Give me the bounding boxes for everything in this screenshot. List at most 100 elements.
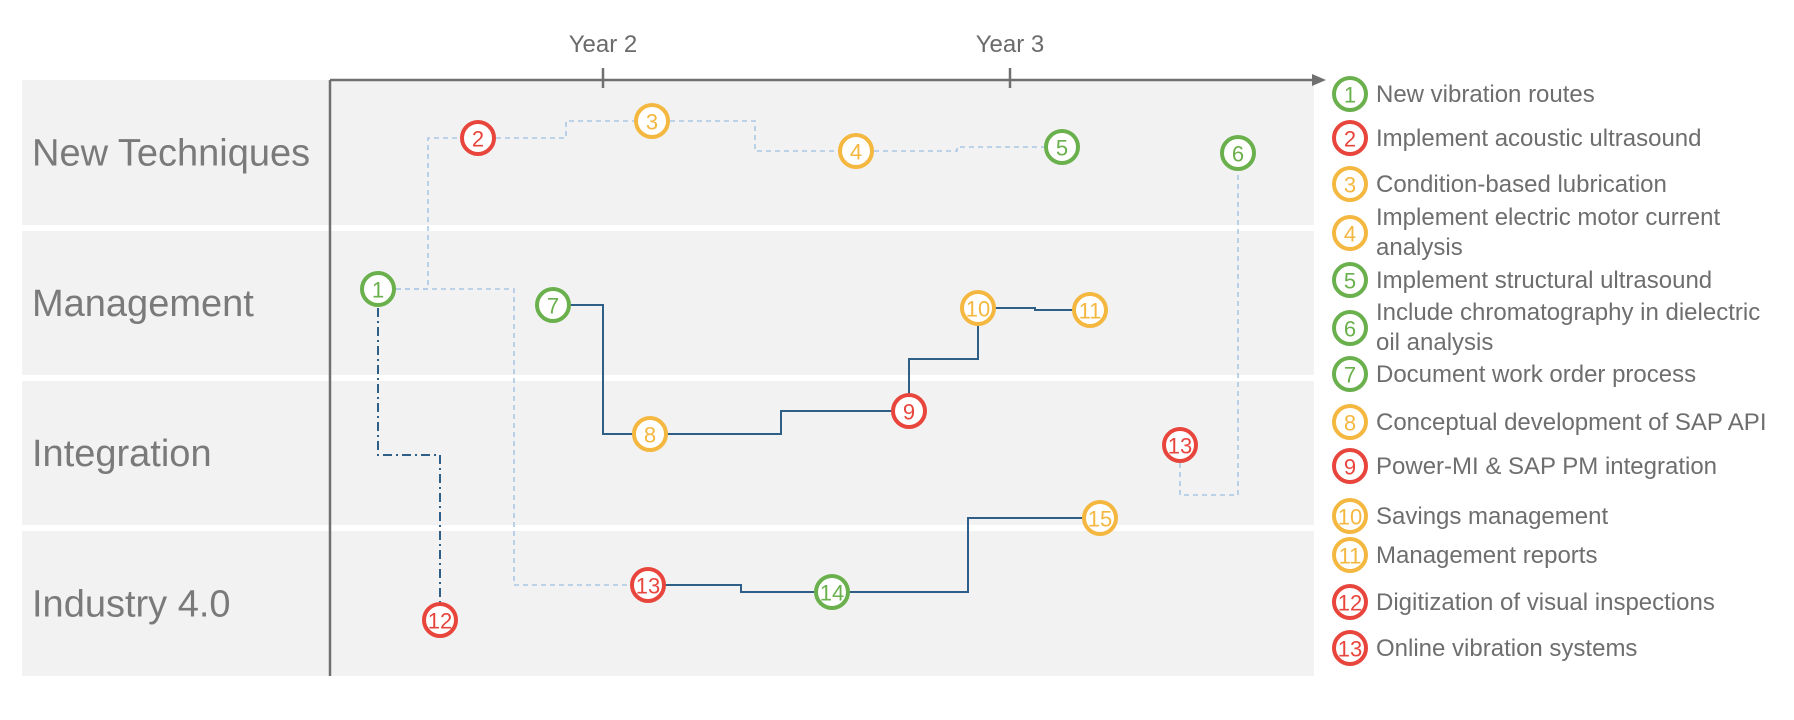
legend-badge-4: 4 <box>1332 215 1368 251</box>
milestone-n4: 4 <box>838 133 874 169</box>
edge-7-to-8 <box>553 304 650 435</box>
node-number: 7 <box>547 294 559 319</box>
node-number: 6 <box>1344 317 1356 342</box>
node-number: 2 <box>472 127 484 152</box>
green-circle-icon <box>1332 262 1368 298</box>
legend-badge-7: 7 <box>1332 356 1368 392</box>
yellow-circle-icon <box>1082 500 1118 536</box>
node-number: 13 <box>1338 637 1362 662</box>
yellow-circle-icon <box>1332 498 1368 534</box>
yellow-circle-icon <box>632 416 668 452</box>
edge-1-to-2 <box>378 137 478 290</box>
green-circle-icon <box>1332 310 1368 346</box>
legend-badge-3: 3 <box>1332 166 1368 202</box>
legend-label: Implement acoustic ultrasound <box>1376 125 1702 152</box>
connectors <box>377 120 1239 620</box>
milestone-n3: 3 <box>634 103 670 139</box>
red-circle-icon <box>460 120 496 156</box>
node-number: 11 <box>1339 544 1362 569</box>
green-circle-icon <box>360 271 396 307</box>
red-circle-icon <box>1332 448 1368 484</box>
green-circle-icon <box>814 574 850 610</box>
node-number: 2 <box>1344 127 1356 152</box>
node-number: 15 <box>1088 507 1112 532</box>
yellow-circle-icon <box>960 290 996 326</box>
legend-label: Conceptual development of SAP API <box>1376 409 1766 436</box>
node-number: 3 <box>646 110 658 135</box>
edge-8-to-9 <box>650 410 909 435</box>
legend-badge-9: 9 <box>1332 448 1368 484</box>
legend-label: Savings management <box>1376 503 1608 530</box>
legend-item-9: 9 Power-MI & SAP PM integration <box>1332 448 1717 484</box>
red-circle-icon <box>630 567 666 603</box>
legend-label: New vibration routes <box>1376 81 1595 108</box>
node-number: 5 <box>1056 136 1068 161</box>
lane-label-management: Management <box>32 283 254 325</box>
milestone-n6: 6 <box>1220 135 1256 171</box>
node-number: 9 <box>903 400 915 425</box>
legend-item-5: 5 Implement structural ultrasound <box>1332 262 1712 298</box>
yellow-circle-icon <box>1332 404 1368 440</box>
legend-item-2: 2 Implement acoustic ultrasound <box>1332 120 1702 156</box>
edge-1-to-12 <box>377 289 441 620</box>
legend-badge-8: 8 <box>1332 404 1368 440</box>
node-number: 10 <box>966 297 990 322</box>
red-circle-icon <box>422 602 458 638</box>
node-number: 11 <box>1079 299 1102 324</box>
timeline-axis: Year 2 Year 3 <box>328 31 1326 676</box>
milestone-n5: 5 <box>1044 129 1080 165</box>
lane-integration <box>22 381 1314 525</box>
red-circle-icon <box>1332 584 1368 620</box>
lane-label-industry-4: Industry 4.0 <box>32 584 231 626</box>
yellow-circle-icon <box>1072 292 1108 328</box>
yellow-circle-icon <box>634 103 670 139</box>
legend-badge-10: 10 <box>1332 498 1368 534</box>
lane-industry-4 <box>22 531 1314 676</box>
legend-label: Condition-based lubrication <box>1376 171 1667 198</box>
edge-13-to-6 <box>1179 153 1239 496</box>
node-number: 4 <box>1344 222 1356 247</box>
node-number: 3 <box>1344 173 1356 198</box>
red-circle-icon <box>1332 630 1368 666</box>
legend: 1 New vibration routes 2 Implement acoustic… <box>1332 76 1766 666</box>
node-number: 1 <box>1344 83 1356 108</box>
milestone-n12: 12 <box>422 602 458 638</box>
green-circle-icon <box>1332 76 1368 112</box>
legend-item-11: 11 Management reports <box>1332 537 1597 573</box>
legend-item-7: 7 Document work order process <box>1332 356 1696 392</box>
milestone-n7: 7 <box>535 287 571 323</box>
legend-label: Document work order process <box>1376 361 1696 388</box>
green-circle-icon <box>1220 135 1256 171</box>
node-number: 6 <box>1232 142 1244 167</box>
node-number: 8 <box>1344 411 1356 436</box>
legend-badge-13: 13 <box>1332 630 1368 666</box>
lane-label-integration: Integration <box>32 433 212 475</box>
axis-arrow-icon <box>1312 74 1326 86</box>
node-number: 5 <box>1344 269 1356 294</box>
node-number: 7 <box>1344 363 1356 388</box>
milestone-n2: 2 <box>460 120 496 156</box>
legend-item-13: 13 Online vibration systems <box>1332 630 1637 666</box>
node-number: 9 <box>1344 455 1356 480</box>
edge-4-to-5 <box>856 146 1062 152</box>
node-number: 12 <box>1338 591 1362 616</box>
node-number: 12 <box>428 609 452 634</box>
legend-label: Include chromatography in dielectric <box>1376 299 1760 326</box>
edge-2-to-3 <box>478 120 652 139</box>
legend-label: Power-MI & SAP PM integration <box>1376 453 1717 480</box>
milestone-n13b: 13 <box>630 567 666 603</box>
node-number: 8 <box>644 423 656 448</box>
legend-badge-1: 1 <box>1332 76 1368 112</box>
legend-label: oil analysis <box>1376 329 1493 356</box>
node-number: 10 <box>1338 505 1362 530</box>
milestone-n13a: 13 <box>1162 427 1198 463</box>
red-circle-icon <box>1332 120 1368 156</box>
year-label-year2: Year 2 <box>569 31 638 58</box>
node-number: 13 <box>636 574 660 599</box>
milestone-n15: 15 <box>1082 500 1118 536</box>
legend-badge-2: 2 <box>1332 120 1368 156</box>
legend-label: Online vibration systems <box>1376 635 1637 662</box>
year-label-year3: Year 3 <box>976 31 1045 58</box>
